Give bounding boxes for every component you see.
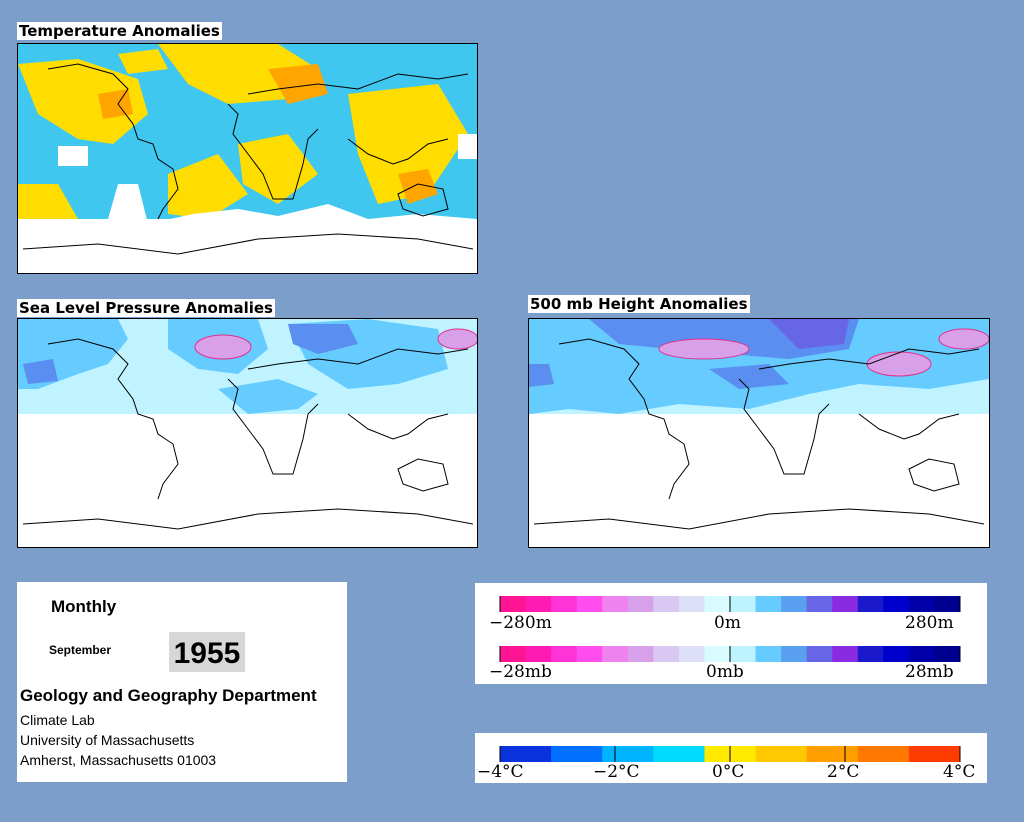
temp-label-plus2: 2°C — [827, 762, 860, 782]
pressure-colorbar — [499, 646, 961, 662]
colorbar-segment — [755, 596, 782, 612]
info-panel: Monthly September 1955 Geology and Geogr… — [17, 582, 347, 782]
colorbar-segment — [832, 596, 859, 612]
colorbar-segment — [627, 596, 654, 612]
colorbar-segment — [883, 596, 910, 612]
temp-label-minus2: −2°C — [593, 762, 640, 782]
colorbar-segment — [627, 646, 654, 662]
500mb-height-anomalies-title: 500 mb Height Anomalies — [528, 295, 750, 313]
colorbar-segment — [576, 596, 603, 612]
org-line-3: Amherst, Massachusetts 01003 — [20, 752, 217, 768]
colorbar-segment — [934, 646, 961, 662]
pressure-label-zero: 0mb — [706, 662, 744, 682]
colorbar-segment — [551, 646, 578, 662]
colorbar-segment — [653, 746, 705, 762]
colorbar-segment — [576, 646, 603, 662]
sea-level-pressure-anomalies-title: Sea Level Pressure Anomalies — [17, 299, 275, 317]
colorbar-segment — [857, 596, 884, 612]
colorbar-segment — [806, 596, 833, 612]
colorbar-segment — [500, 746, 552, 762]
colorbar-segment — [806, 746, 859, 762]
height-label-max: 280m — [905, 613, 954, 633]
sea-level-pressure-anomalies-map[interactable] — [17, 318, 478, 548]
temperature-anomalies-map[interactable] — [17, 43, 478, 274]
org-line-1: Climate Lab — [20, 712, 95, 728]
colorbar-segment — [730, 646, 757, 662]
colorbar-segment — [525, 596, 552, 612]
colorbar-segment — [781, 596, 808, 612]
colorbar-segment — [551, 596, 578, 612]
pressure-label-min: −28mb — [489, 662, 552, 682]
colorbar-segment — [678, 646, 705, 662]
colorbar-segment — [934, 596, 961, 612]
colorbar-segment — [602, 596, 629, 612]
height-colorbar — [499, 596, 961, 612]
temp-label-minus4: −4°C — [477, 762, 524, 782]
org-line-2: University of Massachusetts — [20, 732, 195, 748]
department-name: Geology and Geography Department — [20, 686, 317, 705]
colorbar-segment — [525, 646, 552, 662]
temp-label-plus4: 4°C — [943, 762, 976, 782]
height-label-min: −280m — [489, 613, 552, 633]
colorbar-segment — [883, 646, 910, 662]
colorbar-segment — [653, 646, 680, 662]
height-pressure-legend: −280m 0m 280m −28mb 0mb 28mb — [475, 583, 987, 684]
colorbar-segment — [806, 646, 833, 662]
colorbar-segment — [908, 746, 961, 762]
colorbar-segment — [704, 596, 731, 612]
colorbar-segment — [908, 596, 935, 612]
colorbar-segment — [704, 646, 731, 662]
colorbar-segment — [551, 746, 603, 762]
height-label-zero: 0m — [714, 613, 741, 633]
colorbar-segment — [857, 646, 884, 662]
colorbar-segment — [730, 596, 757, 612]
temperature-colorbar — [499, 746, 961, 762]
month-label: September — [49, 643, 112, 657]
colorbar-segment — [781, 646, 808, 662]
colorbar-segment — [755, 646, 782, 662]
year-display: 1955 — [169, 632, 245, 672]
colorbar-segment — [678, 596, 705, 612]
period-label: Monthly — [51, 597, 117, 616]
colorbar-segment — [653, 596, 680, 612]
colorbar-segment — [832, 646, 859, 662]
colorbar-segment — [602, 746, 654, 762]
colorbar-segment — [602, 646, 629, 662]
colorbar-segment — [908, 646, 935, 662]
colorbar-segment — [500, 646, 527, 662]
500mb-height-anomalies-map[interactable] — [528, 318, 990, 548]
temp-label-zero: 0°C — [712, 762, 745, 782]
pressure-label-max: 28mb — [905, 662, 954, 682]
temperature-legend: −4°C −2°C 0°C 2°C 4°C — [475, 733, 987, 783]
colorbar-segment — [500, 596, 527, 612]
colorbar-segment — [755, 746, 808, 762]
colorbar-segment — [857, 746, 910, 762]
temperature-anomalies-title: Temperature Anomalies — [17, 22, 222, 40]
